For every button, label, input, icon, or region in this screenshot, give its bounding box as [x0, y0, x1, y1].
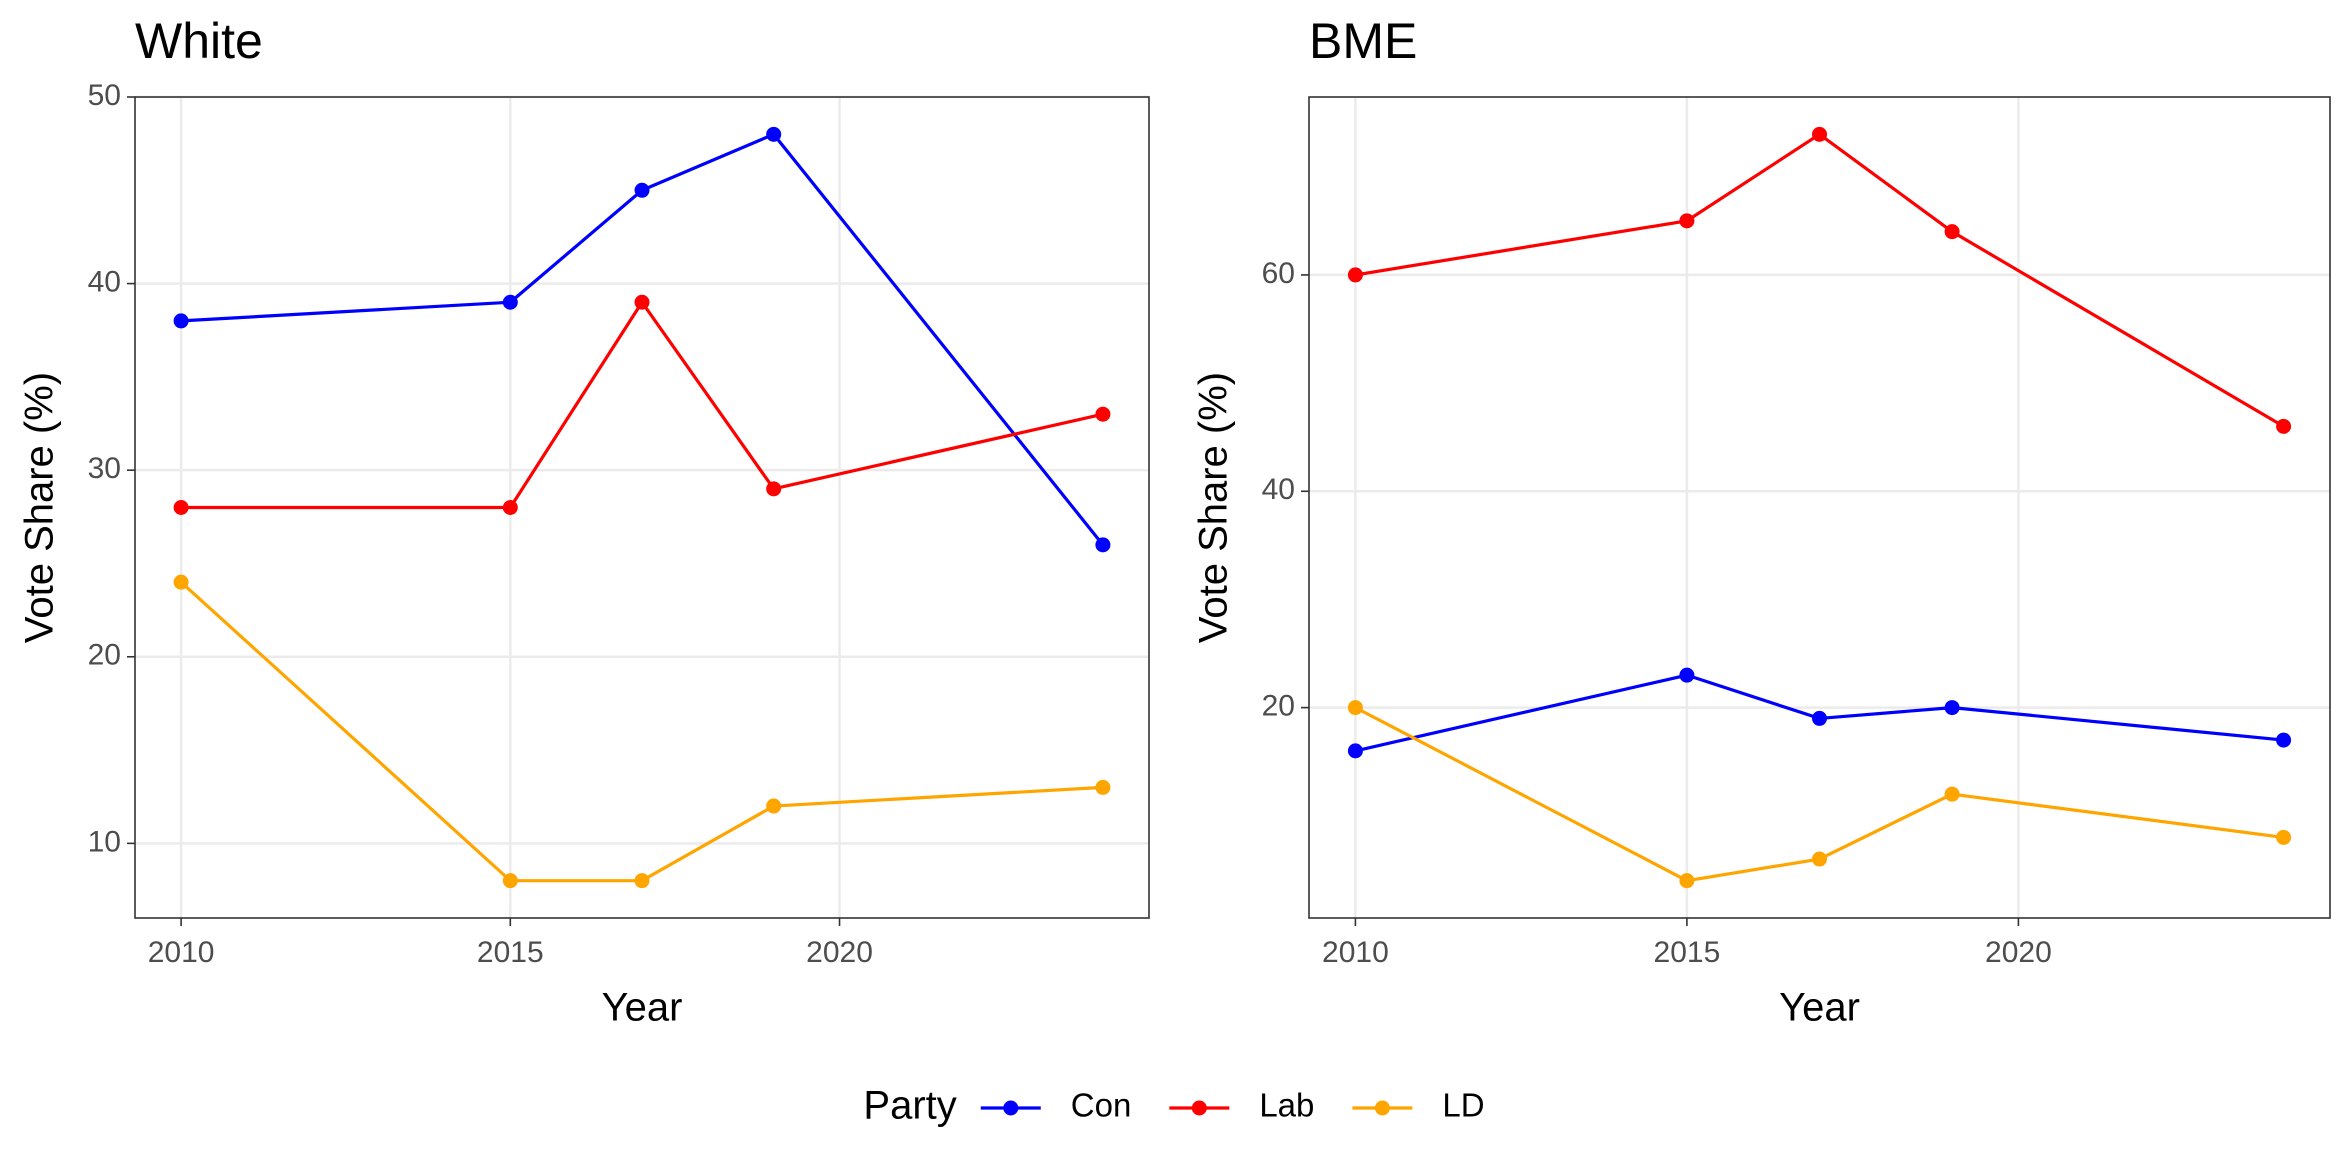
- legend-point: [1191, 1100, 1207, 1116]
- point: [1679, 873, 1695, 889]
- y-tick-label: 30: [88, 452, 121, 485]
- point: [1347, 700, 1363, 716]
- legend-point: [1374, 1100, 1390, 1116]
- x-tick-label: 2015: [1654, 936, 1721, 969]
- panel-border: [1308, 96, 2331, 919]
- chart-title: BME: [1309, 13, 1417, 69]
- x-axis-title: Year: [1779, 986, 1860, 1030]
- point: [766, 481, 782, 497]
- y-tick-label: 40: [1262, 473, 1295, 506]
- point: [634, 873, 650, 889]
- y-tick-label: 20: [1262, 690, 1295, 723]
- point: [1347, 743, 1363, 759]
- legend-point: [1003, 1100, 1019, 1116]
- point: [1944, 224, 1960, 240]
- panel-border: [134, 96, 1150, 919]
- legend-label: LD: [1442, 1087, 1484, 1124]
- panel-background: [1309, 97, 2330, 918]
- point: [1812, 126, 1827, 142]
- y-tick-label: 20: [88, 639, 121, 672]
- x-tick-label: 2010: [1322, 936, 1389, 969]
- legend-key: [980, 1100, 1041, 1116]
- point: [1347, 267, 1363, 283]
- point: [1679, 213, 1695, 229]
- legend-title: Party: [863, 1084, 956, 1128]
- point: [766, 126, 782, 142]
- point: [1679, 667, 1695, 683]
- legend: Party Con Lab LD: [863, 1084, 1484, 1128]
- point: [634, 294, 650, 310]
- legend-key: [1352, 1100, 1413, 1116]
- legend-label: Con: [1071, 1087, 1132, 1124]
- x-tick-label: 2020: [806, 936, 873, 969]
- point: [1812, 710, 1827, 726]
- y-tick-label: 40: [88, 266, 121, 299]
- point: [1095, 779, 1111, 795]
- point: [634, 182, 650, 198]
- point: [2276, 418, 2292, 434]
- point: [173, 313, 189, 329]
- point: [1812, 851, 1827, 867]
- x-tick-label: 2015: [477, 936, 544, 969]
- point: [173, 500, 189, 515]
- point: [502, 294, 518, 310]
- point: [2276, 829, 2292, 845]
- point: [1944, 786, 1960, 802]
- point: [1944, 700, 1960, 716]
- point: [502, 500, 518, 515]
- y-axis-title: Vote Share (%): [1192, 372, 1236, 643]
- y-tick-label: 50: [88, 79, 121, 112]
- point: [173, 574, 189, 590]
- point: [502, 873, 518, 889]
- x-axis-title: Year: [602, 986, 683, 1030]
- legend-key: [1169, 1100, 1230, 1116]
- chart-title: White: [135, 13, 263, 69]
- x-tick-label: 2010: [148, 936, 215, 969]
- legend-label: Lab: [1259, 1087, 1314, 1124]
- y-axis-title: Vote Share (%): [18, 372, 62, 643]
- point: [1095, 406, 1111, 422]
- point: [766, 798, 782, 814]
- x-tick-label: 2020: [1985, 936, 2052, 969]
- point: [1095, 537, 1111, 553]
- y-tick-label: 10: [88, 825, 121, 858]
- point: [2276, 732, 2292, 748]
- y-tick-label: 60: [1262, 257, 1295, 290]
